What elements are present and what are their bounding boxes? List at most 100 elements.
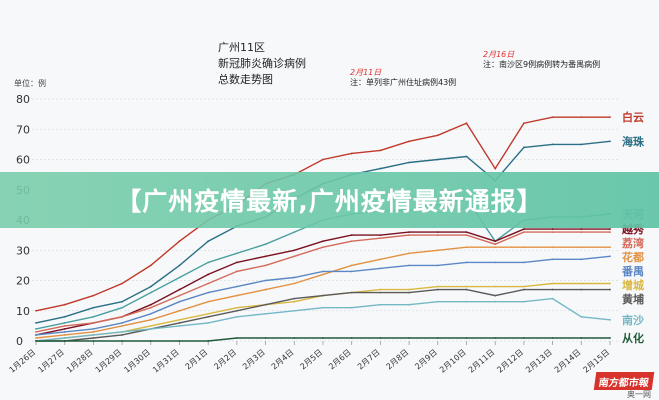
data-point — [350, 240, 353, 243]
data-point — [149, 303, 152, 306]
data-point — [178, 318, 181, 321]
data-point — [149, 264, 152, 267]
data-point — [121, 315, 123, 318]
data-point — [236, 306, 238, 309]
data-point — [379, 149, 382, 152]
data-point — [609, 231, 611, 234]
data-point — [465, 300, 468, 303]
data-point — [322, 273, 324, 276]
data-point — [207, 300, 210, 303]
data-point — [609, 246, 611, 249]
data-point — [609, 255, 611, 258]
x-tick-label: 2月11日 — [467, 348, 497, 375]
data-point — [63, 331, 66, 333]
data-point — [494, 240, 497, 243]
data-point — [322, 240, 324, 243]
data-point — [551, 231, 554, 234]
data-point — [580, 282, 583, 285]
data-point — [551, 246, 554, 249]
data-point — [149, 312, 152, 315]
data-point — [494, 167, 497, 170]
data-point — [293, 249, 296, 252]
data-point — [264, 264, 267, 267]
data-point — [121, 282, 123, 285]
data-point — [35, 334, 37, 336]
data-point — [322, 270, 324, 273]
data-point — [551, 228, 554, 230]
data-point — [523, 146, 525, 149]
data-point — [350, 337, 353, 339]
data-point — [293, 309, 296, 312]
series-line — [35, 228, 610, 336]
data-point — [436, 337, 439, 339]
data-point — [580, 288, 583, 291]
data-point — [35, 331, 37, 333]
data-point — [178, 288, 181, 291]
data-point — [63, 328, 66, 330]
data-point — [293, 255, 296, 258]
data-point — [121, 331, 123, 333]
data-point — [379, 303, 382, 306]
y-tick-label: 80 — [16, 93, 30, 106]
x-tick-label: 1月29日 — [94, 348, 124, 375]
data-point — [551, 116, 554, 119]
series-label: 南沙 — [622, 313, 644, 327]
data-point — [523, 285, 525, 288]
data-point — [494, 337, 497, 339]
y-tick-label: 10 — [16, 305, 30, 318]
data-point — [436, 231, 439, 234]
data-point — [207, 321, 210, 324]
data-point — [293, 282, 296, 285]
data-point — [63, 340, 66, 342]
data-point — [92, 331, 95, 333]
series-label: 白云 — [622, 110, 644, 124]
series-label: 花都 — [622, 250, 644, 264]
data-point — [92, 321, 95, 324]
data-point — [264, 255, 267, 258]
data-point — [609, 318, 611, 321]
data-point — [236, 270, 238, 273]
data-point — [465, 288, 468, 291]
data-point — [350, 234, 353, 237]
data-point — [92, 340, 95, 342]
data-point — [408, 234, 410, 237]
data-point — [322, 337, 324, 339]
data-point — [236, 309, 238, 312]
data-point — [236, 337, 238, 339]
data-point — [580, 231, 583, 234]
series-line — [35, 246, 610, 339]
data-point — [92, 315, 95, 318]
data-point — [264, 243, 267, 246]
data-point — [408, 252, 410, 255]
data-point — [149, 328, 152, 330]
data-point — [350, 306, 353, 309]
series-line — [36, 288, 610, 342]
x-tick-label: 2月15日 — [582, 348, 612, 375]
data-point — [322, 158, 324, 161]
data-point — [379, 267, 382, 270]
data-point — [293, 337, 296, 339]
data-point — [523, 261, 525, 264]
data-point — [63, 324, 66, 327]
x-tick-label: 1月31日 — [151, 348, 181, 375]
data-point — [121, 321, 123, 324]
data-point — [408, 140, 410, 143]
data-point — [293, 231, 296, 234]
data-point — [293, 297, 296, 300]
data-point — [149, 285, 152, 288]
data-point — [121, 340, 123, 342]
data-point — [523, 231, 525, 234]
data-point — [551, 337, 554, 339]
data-point — [350, 291, 353, 294]
x-tick-label: 2月1日 — [184, 348, 210, 372]
data-point — [609, 337, 611, 339]
data-point — [523, 246, 525, 249]
annotation-feb16: 2月16日 注：南沙区9例病例转为番禺病例 — [483, 50, 600, 70]
data-point — [609, 116, 611, 119]
data-point — [580, 258, 583, 261]
x-tick-label: 2月3日 — [241, 348, 267, 372]
annotation-feb11: 2月11日 注：单列非广州住址病例43例 — [350, 68, 456, 88]
chart-title-line: 总数走势图 — [218, 73, 273, 86]
data-point — [436, 234, 439, 237]
